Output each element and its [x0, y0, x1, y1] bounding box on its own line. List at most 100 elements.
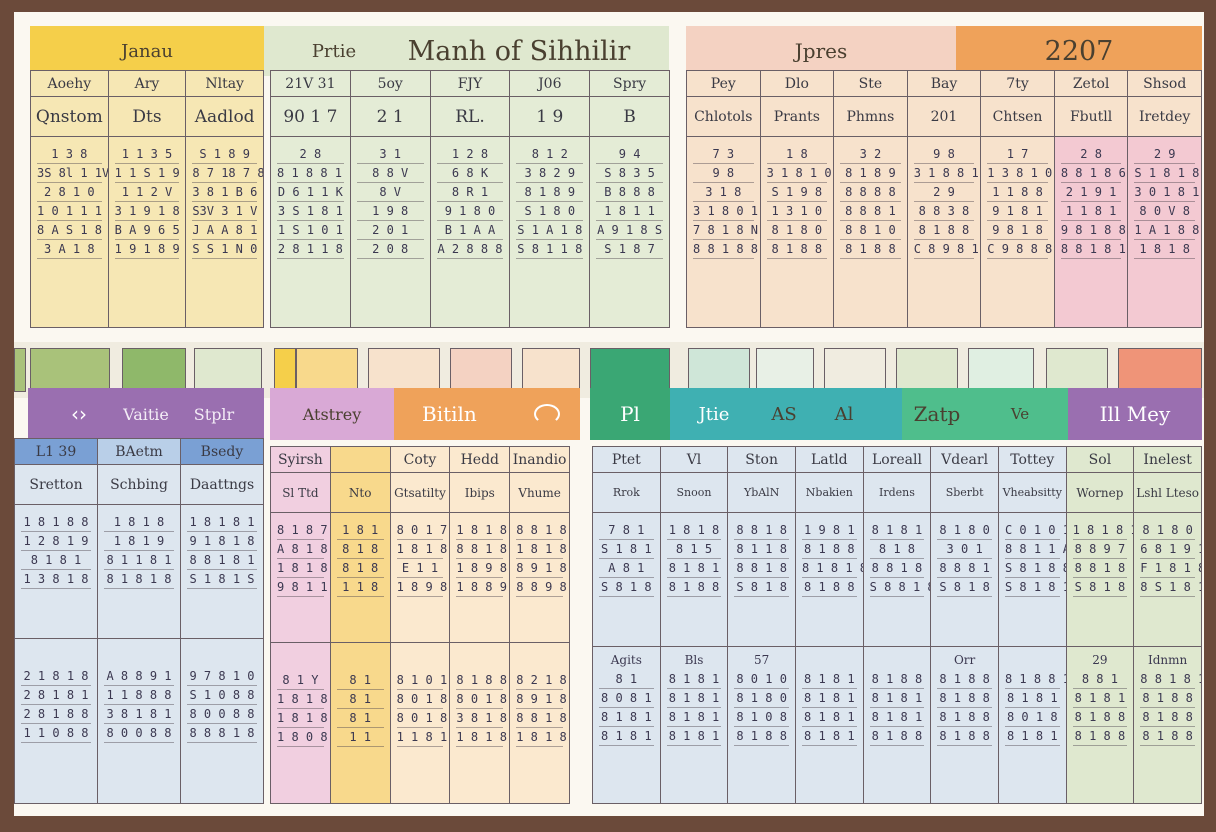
color-swatch — [896, 348, 958, 392]
list-item: 1 8 1 8 — [396, 540, 447, 559]
list-item: 1 8 1 8 8 — [516, 728, 569, 748]
list-item: 8 0 1 8 — [1004, 708, 1060, 727]
day-cell: 8 1 8 8 8 1 8 1 8 1 8 1 8 1 8 8 — [862, 645, 932, 805]
color-swatch — [194, 348, 262, 392]
list-item: 1 8 1 8 1 — [1072, 521, 1133, 540]
list-item: 1 1 0 8 8 — [21, 724, 91, 743]
header-segment — [28, 388, 264, 440]
list-item: 1 1 2 V — [114, 183, 180, 202]
day-cell: 8 1 8 1 8 1 1 1 — [329, 642, 391, 804]
list-item: 8 1 Y — [277, 671, 324, 691]
color-swatch — [296, 348, 358, 392]
list-item: S 1 8 1 S — [187, 570, 257, 589]
day-cell: 7 8 1 S 1 8 1 A 8 1 S 8 1 8 — [592, 512, 661, 647]
list-item: 1 2 8 — [436, 145, 504, 164]
day-cell: 2 8 8 8 1 8 6 2 1 9 1 1 1 8 1 9 8 1 8 8 … — [1053, 136, 1129, 328]
header-year: 2207 — [956, 26, 1202, 76]
col-sub: 1 9 — [509, 96, 591, 137]
list-item: 9 4 — [596, 145, 663, 164]
col-head: Vl — [659, 446, 729, 473]
list-item: 8 7 18 7 8R — [192, 164, 263, 183]
day-cell: Orr 8 1 8 8 8 1 8 8 8 1 8 8 8 1 8 8 — [930, 645, 999, 805]
col-head: Nltay — [185, 70, 264, 97]
list-item: 8 8 1 8 8 — [693, 240, 758, 259]
col-head: 21V 31 — [270, 70, 351, 97]
mid-label-c: Atstrey — [270, 388, 394, 440]
list-item: 8 1 5 — [666, 540, 722, 559]
list-item: 3 8 1 B 6 — [192, 183, 257, 202]
col-head: Zetol — [1053, 70, 1129, 97]
list-item: 8 1 8 8 — [840, 240, 901, 259]
list-item: 8 1 8 1 — [869, 689, 925, 708]
col-sub: Sretton — [14, 464, 98, 505]
color-swatch — [688, 348, 750, 392]
list-item: 9 7 8 1 0 — [187, 667, 257, 686]
list-item: S 8 3 5 — [596, 164, 663, 183]
list-item: 8 8 8 1 — [840, 202, 901, 221]
list-item: 3 A 1 8 — [37, 240, 102, 259]
day-cell: 1 7 1 3 8 1 0 1 1 8 8 9 1 8 1 9 8 1 8 C … — [980, 136, 1055, 328]
list-item: 8 0 0 8 8 — [104, 724, 174, 743]
list-item: C 9 8 8 8 — [987, 240, 1052, 259]
list-item: 8 0 V 8 — [1134, 202, 1195, 221]
col-sub: Aadlod — [185, 96, 264, 137]
list-item: S 1 0 8 8 — [187, 686, 257, 705]
list-item: 8 1 8 8 — [937, 727, 992, 746]
list-item: 8 1 8 1 — [801, 689, 857, 708]
list-item: 1 8 1 8 — [277, 559, 328, 578]
list-item: 8 1 8 1 — [1072, 689, 1128, 708]
list-item: 8 1 8 1 8 — [801, 559, 862, 578]
list-item: 9 8 — [693, 164, 754, 183]
col-sub: Nto — [329, 472, 391, 513]
list-item: 2 0 1 — [356, 221, 424, 240]
day-cell: 2 8 8 1 8 8 1 8 D 6 1 1 K 3 S 1 8 1 1 S … — [270, 136, 351, 328]
arrows-icon: ‹› — [71, 402, 87, 426]
col-sub: 90 1 7 — [270, 96, 351, 137]
list-item: 8 1 8 1 8 — [104, 570, 174, 589]
list-item: 8 1 8 8 — [456, 671, 507, 691]
list-item: 2 8 1 0 — [37, 183, 102, 202]
list-item: 8 8 1 8 — [869, 559, 925, 578]
list-item: 8 8 3 8 — [913, 202, 975, 221]
list-item: 8 1 8 8 — [913, 221, 975, 240]
list-item: 8 8 V — [356, 164, 424, 183]
list-item: 2 8 1 8 1 — [21, 686, 91, 705]
list-item: 8 1 0 8 — [734, 708, 789, 727]
list-item: 8 8 1 0 — [840, 221, 901, 240]
list-item: S 1 8 1 — [599, 540, 654, 559]
list-item: 8 8 8 1 8 — [187, 724, 257, 743]
mid-label-b: Stplr — [193, 404, 235, 424]
list-item: S 1 A 1 8 — [516, 221, 584, 240]
col-sub: Fbutll — [1053, 96, 1129, 137]
col-head: 5oy — [349, 70, 431, 97]
list-item: 8 9 1 8 8 — [516, 559, 569, 578]
list-item: 8 1 1 8 1 — [104, 551, 174, 570]
mid-label-k: Ill Mey — [1068, 388, 1202, 440]
day-cell: 8 1 8 0 3 0 1 8 8 8 1 S 8 1 8 — [930, 512, 999, 647]
list-item: 8 8 1 1 A — [1004, 540, 1065, 559]
week-label — [1005, 651, 1060, 670]
list-item: 8 1 8 8 — [1072, 727, 1128, 746]
list-item: 8 1 8 1 — [666, 708, 722, 727]
list-item: 9 8 1 1 — [277, 578, 328, 597]
list-item: 8 1 8 0 — [734, 689, 789, 708]
list-item: 2 8 1 1 8 — [277, 240, 344, 259]
col-sub: Phmns — [833, 96, 908, 137]
list-item: 8 1 — [336, 709, 384, 729]
list-item: J A A 8 1 8 — [192, 221, 263, 240]
list-item: 1 3 8 — [37, 145, 102, 164]
col-head: Ptet — [592, 446, 661, 473]
list-item: 2 8 — [1060, 145, 1122, 164]
list-item: 3 1 8 1 0 — [766, 164, 832, 183]
header-title-bar — [264, 26, 669, 76]
list-item: A 2 8 8 8 — [436, 240, 504, 259]
day-cell: 8 1 8 7 A 8 1 8 1 8 1 8 9 8 1 1 — [270, 511, 331, 644]
table-bottom-right: Ptet Vl Ston Latld Loreall Vdearl Tottey… — [592, 446, 1202, 805]
col-head: Ston — [727, 446, 796, 473]
color-swatch — [1118, 348, 1202, 392]
list-item: 9 1 8 1 — [987, 202, 1048, 221]
list-item: 8 1 8 0 — [766, 221, 828, 240]
color-swatch — [30, 348, 110, 392]
list-item: 1 3 8 1 8 — [21, 570, 91, 589]
list-item: 8 1 8 1 — [599, 708, 654, 727]
